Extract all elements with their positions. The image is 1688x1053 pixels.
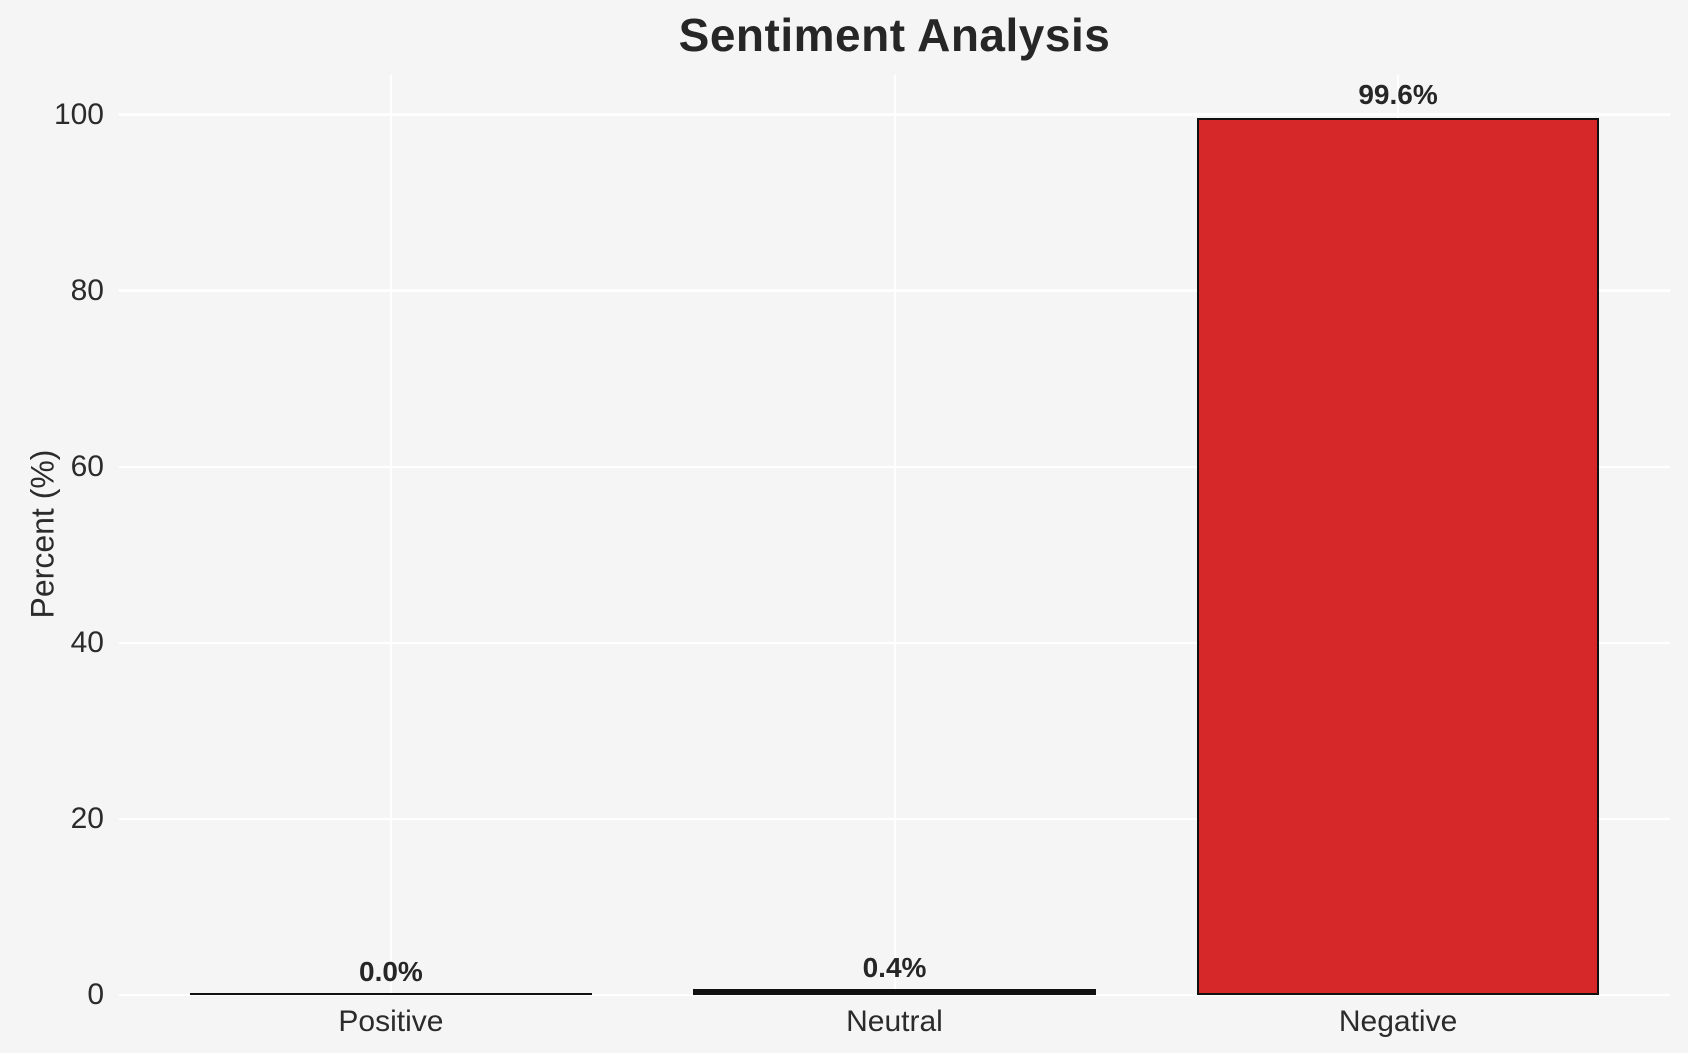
plot-area xyxy=(119,75,1670,997)
bar-neutral xyxy=(693,989,1096,995)
x-tick-label: Neutral xyxy=(846,1005,943,1038)
y-tick-label: 40 xyxy=(70,625,104,659)
gridline-vertical xyxy=(389,75,392,995)
chart-title: Sentiment Analysis xyxy=(678,9,1111,61)
x-tick-label: Positive xyxy=(338,1005,444,1038)
bar-value-label: 0.4% xyxy=(862,952,927,984)
gridline-vertical xyxy=(893,75,896,995)
y-tick-label: 0 xyxy=(87,978,104,1011)
bar-negative xyxy=(1196,118,1600,995)
bar-value-label: 99.6% xyxy=(1358,79,1438,111)
x-tick-label: Negative xyxy=(1338,1005,1458,1038)
bar-value-label: 0.0% xyxy=(359,956,423,987)
y-tick-label: 60 xyxy=(70,449,104,483)
gridline-horizontal xyxy=(119,993,1670,997)
y-tick-label: 20 xyxy=(70,801,104,835)
y-tick-label: 80 xyxy=(70,273,104,307)
y-tick-label: 100 xyxy=(53,97,104,131)
bar-positive xyxy=(189,993,593,995)
